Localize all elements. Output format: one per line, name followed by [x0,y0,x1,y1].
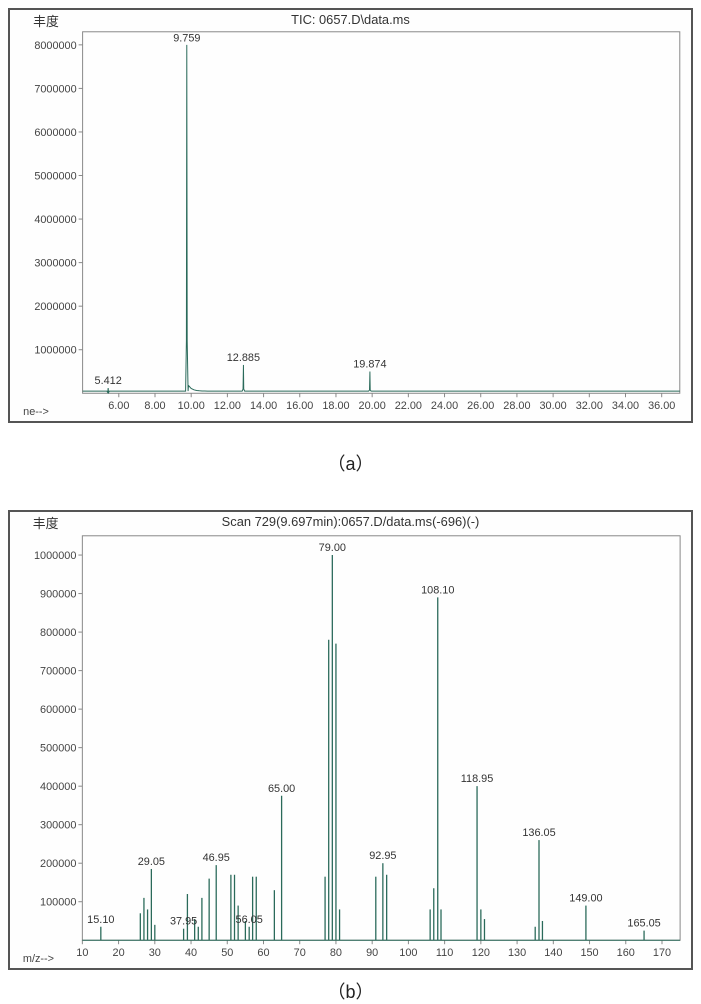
svg-text:10.00: 10.00 [178,400,205,412]
svg-text:700000: 700000 [40,666,76,678]
svg-text:22.00: 22.00 [395,400,422,412]
svg-text:8.00: 8.00 [144,400,165,412]
mass-spectrum-panel: Scan 729(9.697min):0657.D/data.ms(-696)(… [8,510,693,970]
svg-text:32.00: 32.00 [576,400,603,412]
svg-text:130: 130 [508,947,526,959]
mass-spectrum-chart: Scan 729(9.697min):0657.D/data.ms(-696)(… [10,512,691,968]
svg-text:20.00: 20.00 [359,400,386,412]
svg-text:8000000: 8000000 [34,40,76,52]
svg-text:16.00: 16.00 [286,400,313,412]
svg-text:4000000: 4000000 [34,214,76,226]
svg-text:28.00: 28.00 [503,400,530,412]
svg-text:100000: 100000 [40,897,76,909]
svg-text:ne-->: ne--> [23,406,49,418]
svg-text:5.412: 5.412 [95,375,122,387]
svg-text:19.874: 19.874 [353,359,386,371]
svg-text:12.00: 12.00 [214,400,241,412]
svg-text:80: 80 [330,947,342,959]
svg-text:丰度: 丰度 [33,516,59,531]
svg-text:34.00: 34.00 [612,400,639,412]
svg-text:90: 90 [366,947,378,959]
svg-text:15.10: 15.10 [87,914,114,926]
svg-text:20: 20 [113,947,125,959]
svg-text:170: 170 [653,947,671,959]
svg-text:m/z-->: m/z--> [23,953,54,965]
svg-text:7000000: 7000000 [34,83,76,95]
svg-text:79.00: 79.00 [319,542,346,554]
svg-text:160: 160 [617,947,635,959]
svg-text:26.00: 26.00 [467,400,494,412]
svg-text:165.05: 165.05 [627,918,660,930]
svg-text:37.95: 37.95 [170,916,197,928]
svg-text:150: 150 [580,947,598,959]
svg-text:18.00: 18.00 [322,400,349,412]
svg-text:120: 120 [472,947,490,959]
svg-text:9.759: 9.759 [173,33,200,45]
svg-text:2000000: 2000000 [34,301,76,313]
svg-text:1000000: 1000000 [34,345,76,357]
svg-text:900000: 900000 [40,589,76,601]
svg-text:36.00: 36.00 [648,400,675,412]
svg-text:5000000: 5000000 [34,170,76,182]
svg-text:100: 100 [399,947,417,959]
svg-text:丰度: 丰度 [33,14,59,29]
svg-text:40: 40 [185,947,197,959]
svg-text:65.00: 65.00 [268,783,295,795]
svg-text:70: 70 [294,947,306,959]
subfigure-label-b: （b） [327,978,373,1004]
svg-text:3000000: 3000000 [34,258,76,270]
svg-text:46.95: 46.95 [203,852,230,864]
svg-text:14.00: 14.00 [250,400,277,412]
svg-text:500000: 500000 [40,743,76,755]
svg-text:24.00: 24.00 [431,400,458,412]
svg-text:118.95: 118.95 [461,773,494,785]
svg-text:600000: 600000 [40,704,76,716]
chromatogram-chart: TIC: 0657.D\data.ms 丰度 ne--> 1000000 2000000… [10,10,691,421]
svg-text:300000: 300000 [40,820,76,832]
svg-text:400000: 400000 [40,781,76,793]
svg-text:29.05: 29.05 [138,856,165,868]
svg-text:6.00: 6.00 [108,400,129,412]
subfigure-label-a: （a） [327,450,373,476]
svg-text:10: 10 [76,947,88,959]
svg-text:800000: 800000 [40,627,76,639]
svg-text:149.00: 149.00 [569,893,602,905]
svg-text:12.885: 12.885 [227,352,260,364]
svg-text:30: 30 [149,947,161,959]
svg-text:108.10: 108.10 [421,584,454,596]
svg-text:200000: 200000 [40,858,76,870]
svg-text:TIC: 0657.D\data.ms: TIC: 0657.D\data.ms [291,12,410,27]
svg-text:56.05: 56.05 [236,914,263,926]
chromatogram-panel: TIC: 0657.D\data.ms 丰度 ne--> 1000000 2000000… [8,8,693,423]
svg-text:Scan 729(9.697min):0657.D/data: Scan 729(9.697min):0657.D/data.ms(-696)(… [222,514,480,529]
svg-text:6000000: 6000000 [34,127,76,139]
svg-text:1000000: 1000000 [34,550,76,562]
svg-text:92.95: 92.95 [369,850,396,862]
svg-text:30.00: 30.00 [540,400,567,412]
svg-text:50: 50 [221,947,233,959]
svg-text:110: 110 [436,947,453,959]
svg-text:60: 60 [257,947,269,959]
svg-text:140: 140 [544,947,562,959]
svg-text:136.05: 136.05 [522,827,555,839]
